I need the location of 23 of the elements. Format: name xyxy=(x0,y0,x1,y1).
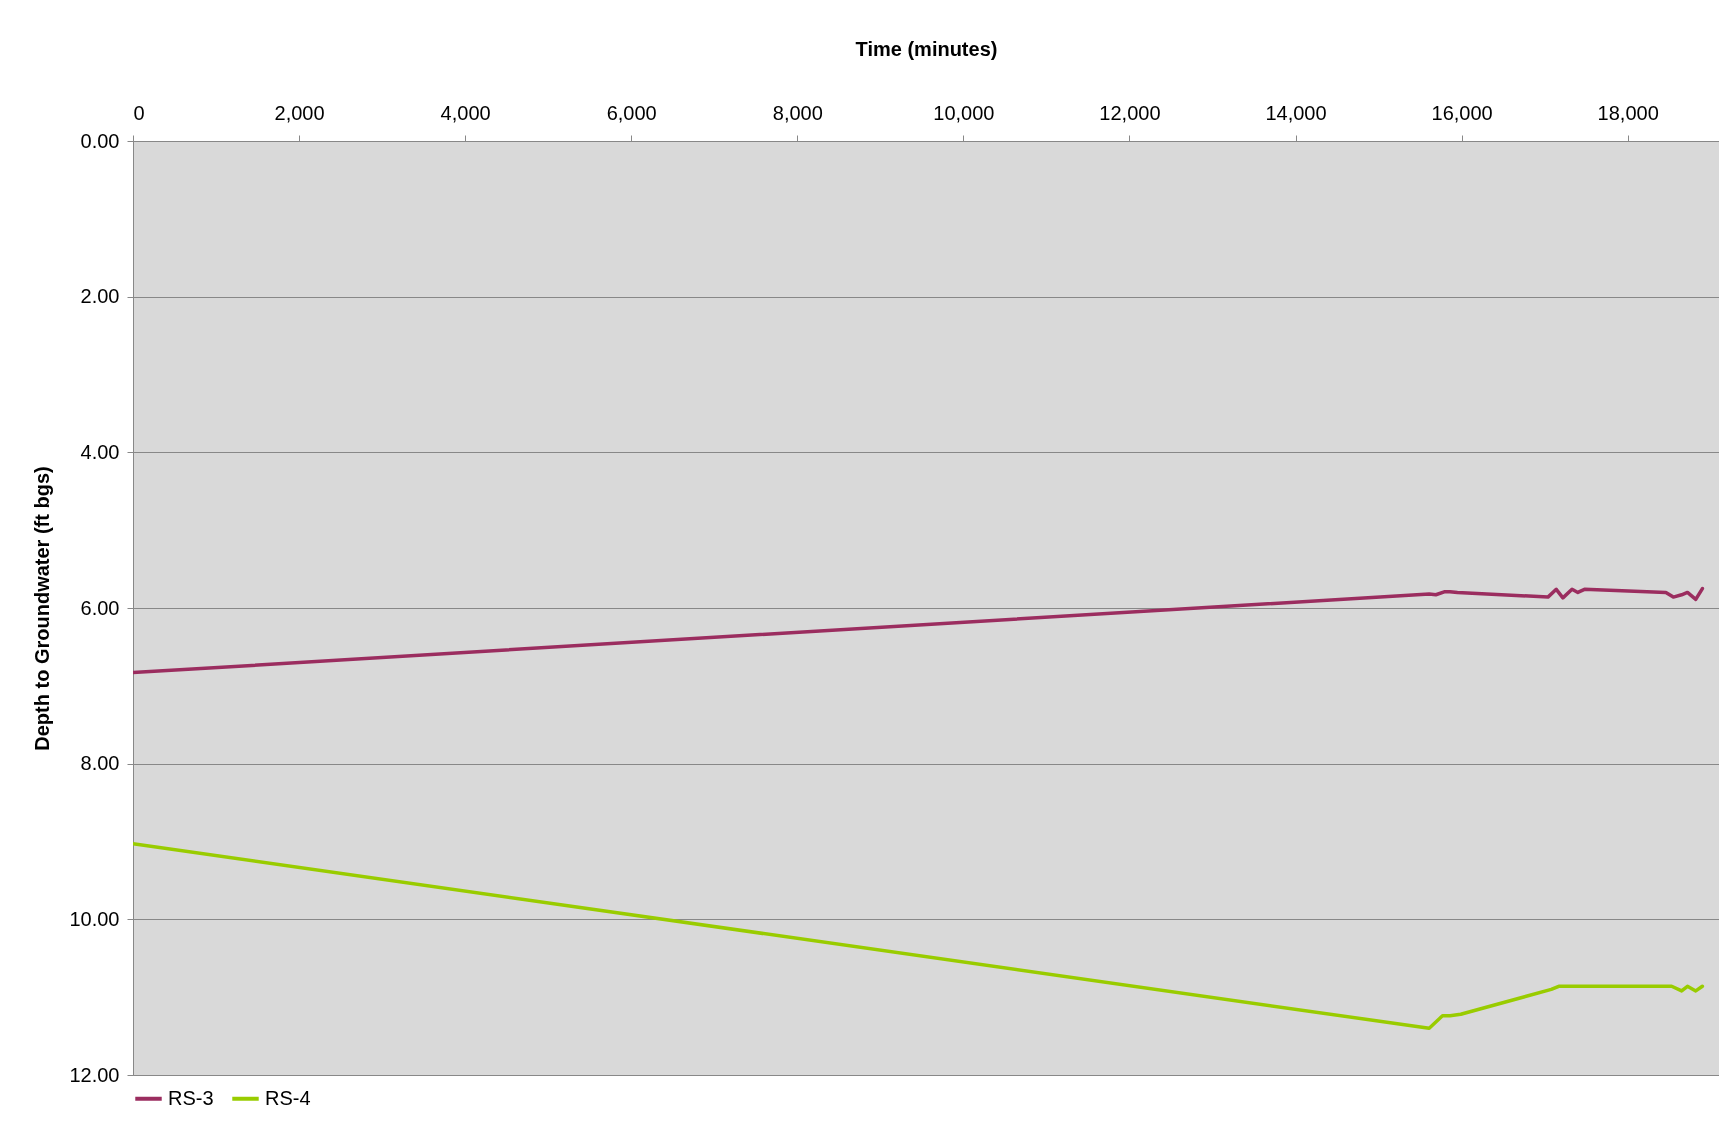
y-tick-label: 0.00 xyxy=(80,129,120,152)
y-axis-title: Depth to Groundwater (ft bgs) xyxy=(31,466,54,751)
x-tick-label: 10,000 xyxy=(933,101,995,124)
y-tick-label: 10.00 xyxy=(69,907,120,930)
y-tick-label: 4.00 xyxy=(80,440,120,463)
line-series xyxy=(133,586,1705,675)
y-tick-label: 2.00 xyxy=(80,285,120,308)
y-tick-label: 6.00 xyxy=(80,596,120,619)
x-tick-label: 4,000 xyxy=(440,101,491,124)
y-tick-label: 12.00 xyxy=(69,1063,120,1086)
x-tick-label: 2,000 xyxy=(274,101,325,124)
x-tick-label: 6,000 xyxy=(606,101,657,124)
legend-label: RS-3 xyxy=(168,1086,214,1109)
x-tick-label: 12,000 xyxy=(1099,101,1161,124)
line-series xyxy=(133,842,1705,1031)
x-tick-label: 0 xyxy=(133,101,145,124)
x-tick-label: 8,000 xyxy=(772,101,823,124)
x-tick-label: 18,000 xyxy=(1597,101,1659,124)
legend-label: RS-4 xyxy=(265,1086,311,1109)
x-axis-title: Time (minutes) xyxy=(855,37,998,60)
x-tick-label: 14,000 xyxy=(1265,101,1327,124)
y-tick-label: 8.00 xyxy=(80,752,120,775)
x-tick-label: 16,000 xyxy=(1431,101,1493,124)
